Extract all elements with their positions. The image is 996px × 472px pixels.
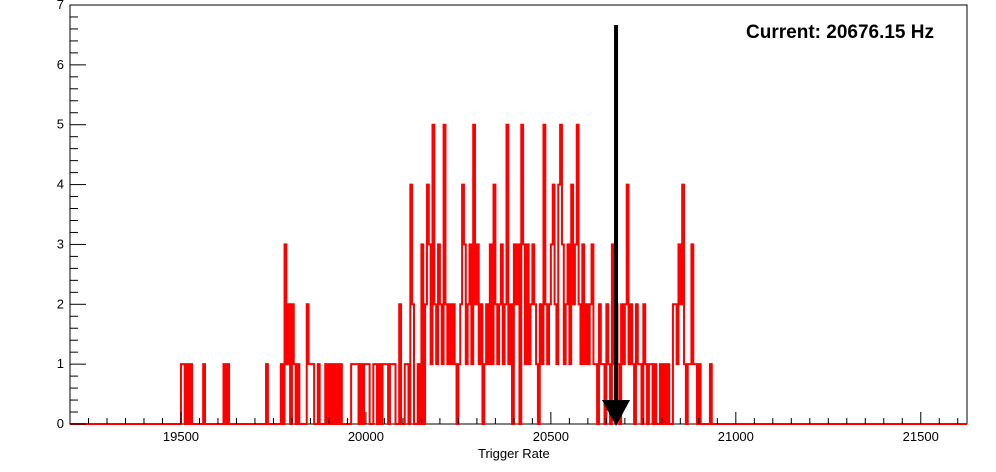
histogram-layer [70, 123, 967, 425]
y-tick-label: 3 [57, 236, 64, 251]
arrow-layer [602, 25, 631, 426]
current-rate-arrow-head [602, 400, 631, 426]
y-tick-label: 1 [57, 356, 64, 371]
y-tick-label: 7 [57, 0, 64, 12]
x-tick-label: 20000 [348, 429, 384, 444]
y-tick-label: 5 [57, 117, 64, 132]
x-axis-title: Trigger Rate [478, 446, 550, 461]
x-tick-label: 21500 [903, 429, 939, 444]
y-tick-label: 4 [57, 177, 64, 192]
x-tick-label: 19500 [163, 429, 199, 444]
axes-layer: 0 1 2 3 4 5 6 7 19500 20000 20500 21000 21500 [57, 0, 959, 444]
y-tick-label: 2 [57, 296, 64, 311]
x-tick-label: 20500 [533, 429, 569, 444]
current-rate-annotation: Current: 20676.15 Hz [746, 22, 934, 43]
y-tick-label: 6 [57, 57, 64, 72]
histogram-outline [70, 123, 967, 425]
x-tick-label: 21000 [718, 429, 754, 444]
y-tick-label: 0 [57, 416, 64, 431]
